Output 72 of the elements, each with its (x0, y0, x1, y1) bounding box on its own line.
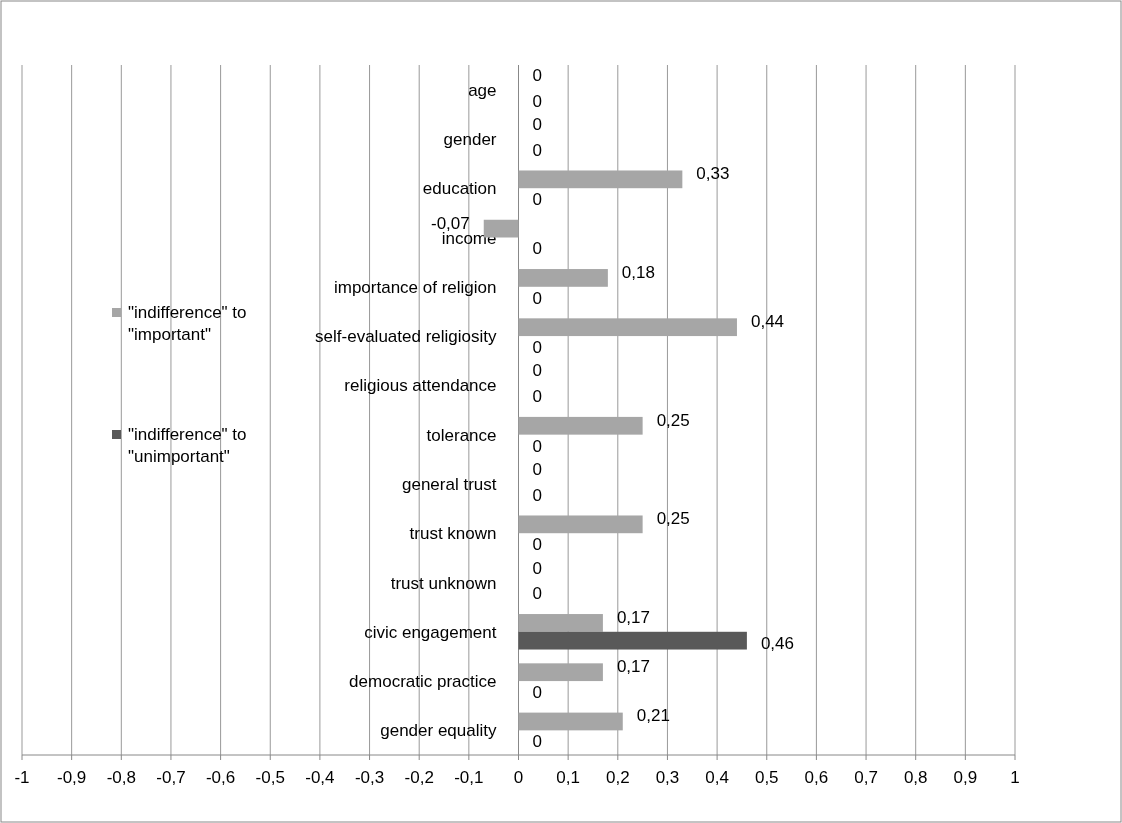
data-label: 0 (532, 460, 542, 480)
data-label: 0 (532, 485, 542, 505)
data-label: 0 (532, 140, 542, 160)
bar (518, 170, 683, 189)
x-tick-label: -0,8 (106, 768, 136, 787)
bar (518, 614, 603, 632)
y-tick-label: importance of religion (333, 277, 497, 297)
x-tick-label: -1 (14, 768, 30, 787)
data-label: 0,44 (750, 312, 785, 332)
y-tick-label: gender equality (380, 721, 497, 741)
data-label: 0,18 (621, 262, 655, 282)
x-tick-label: 0,8 (903, 768, 928, 787)
data-label: 0,17 (616, 657, 650, 677)
x-tick-label: 0,5 (754, 768, 779, 787)
y-tick-label: civic engagement (364, 622, 497, 642)
y-tick-label: religious attendance (344, 376, 497, 396)
x-tick-label: 0,1 (556, 768, 580, 787)
data-label: 0 (532, 436, 542, 456)
x-tick-label: -0,4 (305, 768, 335, 787)
bar (518, 269, 608, 287)
data-label: 0 (532, 732, 542, 752)
legend-label: "indifference" to "unimportant" (128, 425, 247, 466)
y-tick-label: education (422, 179, 497, 199)
x-tick-label: 0,3 (655, 768, 680, 787)
data-label: 0 (532, 115, 542, 135)
x-tick-label: -0,7 (156, 768, 186, 787)
x-tick-label: 0 (513, 768, 524, 787)
y-tick-label: tolerance (426, 425, 497, 445)
x-tick-label: -0,1 (454, 768, 484, 787)
x-tick-label: -0,9 (57, 768, 87, 787)
x-tick-label: -0,2 (404, 768, 434, 787)
bar (518, 631, 747, 650)
x-tick-label: -0,3 (354, 768, 385, 787)
data-label: 0 (532, 682, 542, 702)
bar (518, 663, 603, 682)
data-label: 0,17 (616, 607, 650, 627)
x-tick-label: 0,4 (705, 768, 729, 787)
y-tick-label: trust known (409, 524, 497, 544)
data-label: 0 (532, 288, 542, 308)
bar (518, 712, 623, 731)
y-tick-label: age (468, 80, 497, 100)
data-label: 0,21 (636, 706, 670, 726)
bar (518, 515, 643, 534)
data-label: 0 (532, 337, 542, 357)
data-label: 0 (532, 91, 542, 111)
legend-label: "indifference" to "important" (128, 303, 247, 344)
y-tick-label: general trust (402, 474, 497, 494)
data-label: 0 (532, 239, 542, 259)
x-tick-label: 0,2 (605, 768, 630, 787)
data-label: 0 (532, 387, 542, 407)
data-label: 0 (532, 584, 542, 604)
data-label: 0,46 (760, 633, 794, 653)
x-tick-label: -0,5 (255, 768, 285, 787)
data-label: 0 (532, 558, 542, 578)
y-tick-label: democratic practice (349, 672, 497, 692)
data-label: 0 (532, 190, 542, 210)
y-tick-label: self-evaluated religiosity (315, 327, 497, 347)
data-label: 0,25 (656, 509, 690, 529)
bar (518, 318, 737, 337)
x-tick-label: 1 (1010, 768, 1020, 787)
data-label: 0,33 (696, 164, 730, 184)
y-tick-label: gender (443, 129, 497, 149)
x-tick-label: 0,9 (953, 768, 978, 787)
data-label: 0 (532, 361, 542, 381)
data-label: 0,25 (656, 410, 690, 430)
x-tick-label: 0,6 (804, 768, 829, 787)
data-label: 0 (532, 535, 542, 555)
bar (518, 416, 643, 435)
data-label: 0 (532, 65, 542, 85)
x-tick-label: -0,6 (205, 768, 236, 787)
x-tick-label: 0,7 (854, 768, 878, 787)
y-tick-label: trust unknown (390, 573, 497, 593)
